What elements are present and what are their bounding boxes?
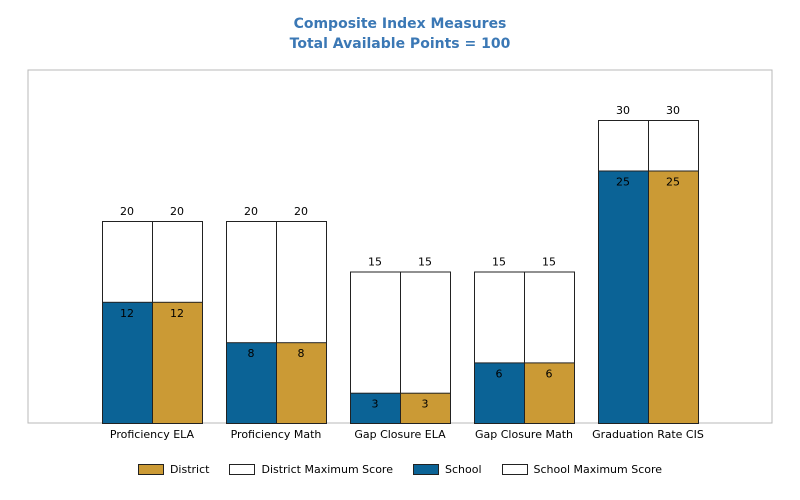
legend-item-school-max: School Maximum Score	[501, 463, 663, 476]
legend: District District Maximum Score School S…	[0, 463, 800, 476]
value-label-school-3: 6	[496, 367, 503, 380]
value-bar-school-0	[102, 301, 153, 424]
value-label-district-0: 12	[170, 307, 184, 320]
value-bar-school-3	[474, 362, 525, 424]
value-label-school-1: 8	[248, 347, 255, 360]
value-bar-school-1	[226, 342, 277, 425]
category-label-4: Graduation Rate CIS	[592, 428, 704, 441]
value-bar-school-4	[598, 170, 649, 424]
max-label-district-4: 30	[666, 104, 680, 117]
legend-item-district: District	[137, 463, 210, 476]
max-label-school-4: 30	[616, 104, 630, 117]
value-bar-district-0	[152, 301, 203, 424]
legend-swatch-district-max	[229, 464, 256, 475]
max-label-district-0: 20	[170, 205, 184, 218]
legend-item-district-max: District Maximum Score	[229, 463, 393, 476]
value-label-district-1: 8	[298, 347, 305, 360]
legend-label-school: School	[444, 463, 482, 476]
max-label-district-2: 15	[418, 256, 432, 269]
max-label-district-1: 20	[294, 205, 308, 218]
value-bar-school-2	[350, 392, 401, 425]
legend-label-district-max: District Maximum Score	[261, 463, 393, 476]
max-label-school-3: 15	[492, 256, 506, 269]
value-bar-district-3	[524, 362, 575, 424]
max-label-school-0: 20	[120, 205, 134, 218]
value-bar-district-4	[648, 170, 699, 424]
legend-swatch-school-max	[501, 464, 528, 475]
legend-swatch-school	[412, 464, 439, 475]
value-label-school-2: 3	[372, 398, 379, 411]
value-label-district-3: 6	[546, 367, 553, 380]
value-bar-district-1	[276, 342, 327, 425]
category-label-2: Gap Closure ELA	[354, 428, 446, 441]
chart-title: Composite Index Measures	[293, 16, 507, 32]
legend-label-district: District	[169, 463, 210, 476]
value-label-district-4: 25	[666, 176, 680, 189]
category-label-1: Proficiency Math	[231, 428, 322, 441]
max-label-school-2: 15	[368, 256, 382, 269]
category-label-3: Gap Closure Math	[475, 428, 573, 441]
max-label-school-1: 20	[244, 205, 258, 218]
max-label-district-3: 15	[542, 256, 556, 269]
category-label-0: Proficiency ELA	[110, 428, 195, 441]
chart-subtitle: Total Available Points = 100	[289, 36, 511, 52]
value-label-district-2: 3	[422, 398, 429, 411]
value-bar-district-2	[400, 392, 451, 425]
value-label-school-4: 25	[616, 176, 630, 189]
value-label-school-0: 12	[120, 307, 134, 320]
legend-item-school: School	[412, 463, 482, 476]
legend-swatch-district	[137, 464, 164, 475]
legend-label-school-max: School Maximum Score	[533, 463, 663, 476]
bar-chart: 20 12 20 12 Proficiency ELA 20 8 20 8 Proficiency…	[27, 69, 773, 441]
